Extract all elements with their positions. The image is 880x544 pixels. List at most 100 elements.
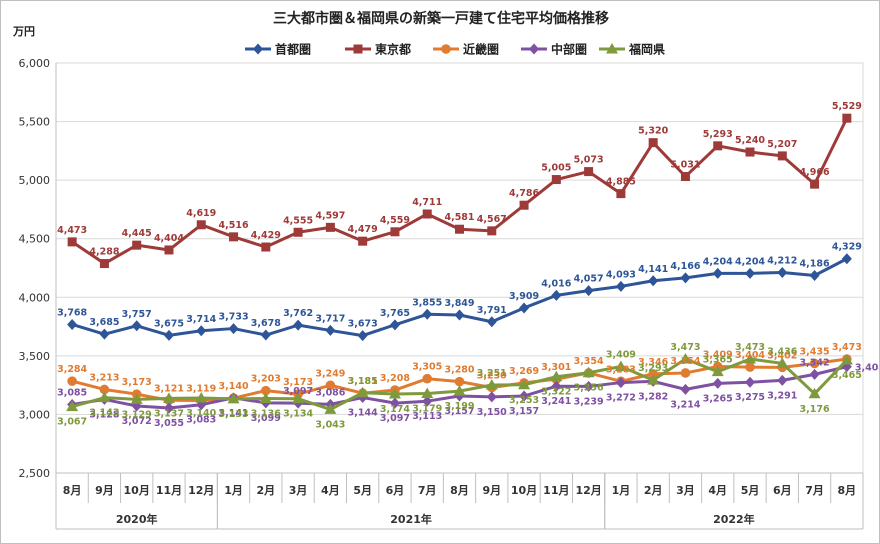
x-tick-label: 7月 bbox=[418, 484, 437, 497]
x-tick-label: 8月 bbox=[838, 484, 857, 497]
data-label: 3,409 bbox=[606, 350, 636, 361]
data-label: 3,119 bbox=[186, 383, 216, 394]
data-label: 4,016 bbox=[541, 278, 571, 289]
x-tick-label: 4月 bbox=[708, 484, 727, 497]
data-point bbox=[325, 222, 335, 232]
legend-marker bbox=[253, 43, 263, 55]
data-point bbox=[67, 376, 77, 386]
data-point bbox=[67, 318, 78, 330]
data-label: 4,093 bbox=[606, 269, 636, 280]
data-point bbox=[486, 316, 497, 328]
data-label: 4,204 bbox=[735, 256, 765, 267]
data-label: 3,251 bbox=[477, 368, 507, 379]
series-1 bbox=[67, 253, 852, 342]
data-point bbox=[776, 357, 789, 368]
data-label: 4,166 bbox=[670, 261, 700, 272]
data-label: 3,354 bbox=[574, 356, 604, 367]
x-tick-label: 9月 bbox=[95, 484, 114, 497]
data-point bbox=[551, 175, 561, 185]
data-label: 3,181 bbox=[348, 376, 378, 387]
data-label: 3,140 bbox=[219, 381, 249, 392]
legend-marker bbox=[441, 44, 451, 54]
data-label: 3,150 bbox=[477, 407, 507, 418]
data-label: 4,966 bbox=[800, 167, 830, 178]
data-point bbox=[777, 151, 787, 161]
data-label: 3,685 bbox=[89, 317, 119, 328]
data-point bbox=[584, 167, 594, 177]
data-point bbox=[454, 376, 465, 387]
data-label: 3,305 bbox=[412, 362, 442, 373]
data-point bbox=[487, 226, 497, 236]
data-point bbox=[680, 172, 690, 182]
data-label: 3,284 bbox=[57, 364, 87, 375]
data-label: 5,529 bbox=[832, 101, 862, 112]
data-label: 3,199 bbox=[444, 401, 474, 412]
legend-label: 中部圏 bbox=[551, 42, 587, 57]
data-point bbox=[195, 392, 208, 403]
data-label: 3,435 bbox=[800, 346, 830, 357]
data-point bbox=[711, 365, 724, 377]
x-tick-label: 2月 bbox=[256, 484, 275, 497]
data-label: 3,354 bbox=[670, 356, 700, 367]
data-point bbox=[162, 392, 175, 403]
x-tick-label: 9月 bbox=[482, 484, 501, 497]
data-point bbox=[680, 383, 691, 395]
x-tick-label: 11月 bbox=[156, 484, 182, 497]
data-point bbox=[422, 308, 433, 320]
data-label: 3,678 bbox=[251, 318, 281, 329]
data-label: 3,409 bbox=[703, 350, 733, 361]
data-label: 4,885 bbox=[606, 177, 636, 188]
data-label: 3,465 bbox=[832, 370, 862, 381]
chart-title: 三大都市圏＆福岡県の新築一戸建て住宅平均価格推移 bbox=[273, 10, 609, 27]
data-label: 5,005 bbox=[541, 163, 571, 174]
data-label: 4,559 bbox=[380, 215, 410, 226]
data-point bbox=[67, 237, 77, 247]
data-point bbox=[356, 386, 369, 398]
data-label: 4,429 bbox=[251, 230, 281, 241]
data-point bbox=[358, 236, 368, 246]
x-axis: 8月 9月 10月 11月 12月 1月 2月 3月 4月 5月 6月 7月 8月 9月 10月 11月 12月… bbox=[55, 473, 864, 529]
data-label: 3,283 bbox=[606, 364, 636, 375]
data-point bbox=[680, 368, 691, 378]
data-point bbox=[132, 240, 142, 250]
data-label: 3,265 bbox=[703, 393, 733, 404]
data-point bbox=[582, 366, 595, 378]
data-point bbox=[421, 387, 434, 398]
data-label: 3,072 bbox=[122, 416, 152, 427]
data-point bbox=[744, 353, 757, 364]
data-point bbox=[809, 269, 820, 281]
data-label: 4,555 bbox=[283, 215, 313, 226]
data-label: 4,473 bbox=[57, 225, 87, 236]
data-label: 4,516 bbox=[219, 220, 249, 231]
data-label: 4,186 bbox=[800, 258, 830, 269]
data-label: 3,765 bbox=[380, 308, 410, 319]
data-label: 3,141 bbox=[219, 408, 249, 419]
data-point bbox=[583, 380, 594, 392]
data-label: 4,711 bbox=[412, 197, 442, 208]
data-label: 4,404 bbox=[154, 233, 184, 244]
x-tick-label: 5月 bbox=[353, 484, 372, 497]
data-label: 5,240 bbox=[735, 135, 765, 146]
data-label: 3,269 bbox=[509, 366, 539, 377]
x-tick-label: 12月 bbox=[188, 484, 214, 497]
data-point bbox=[453, 385, 466, 396]
data-label: 3,137 bbox=[154, 408, 184, 419]
data-point bbox=[519, 200, 529, 210]
legend-item: 福岡県 bbox=[599, 42, 665, 57]
data-label: 3,097 bbox=[380, 413, 410, 424]
data-label: 4,567 bbox=[477, 214, 507, 225]
x-tick-label: 3月 bbox=[676, 484, 695, 497]
data-point bbox=[842, 113, 852, 123]
data-label: 3,213 bbox=[89, 372, 119, 383]
data-label: 3,291 bbox=[767, 390, 797, 401]
data-label: 3,280 bbox=[444, 365, 474, 376]
data-label: 3,203 bbox=[251, 374, 281, 385]
data-label: 3,099 bbox=[251, 413, 281, 424]
year-label: 2021年 bbox=[390, 512, 432, 526]
data-label: 3,121 bbox=[154, 383, 184, 394]
data-point bbox=[809, 368, 820, 380]
data-point bbox=[227, 392, 240, 404]
data-label: 3,067 bbox=[57, 417, 87, 428]
